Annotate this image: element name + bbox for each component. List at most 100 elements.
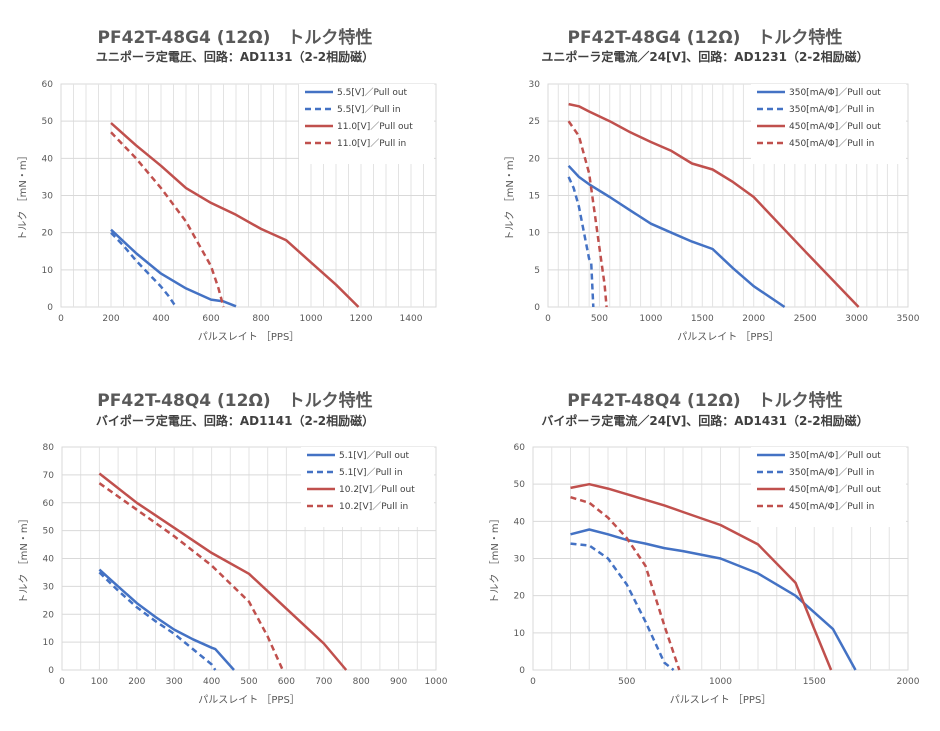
series-line (567, 120, 608, 308)
legend-box (751, 84, 906, 164)
legend-box (301, 447, 434, 527)
x-tick-label: 400 (203, 677, 220, 687)
series-line (568, 102, 860, 308)
legend-label: 10.2[V]／Pull in (339, 501, 408, 512)
x-tick-label: 3500 (897, 314, 920, 324)
x-tick-label: 1500 (803, 677, 826, 687)
chart-title: PF42T-48Q4 (12Ω) トルク特性 (567, 391, 843, 411)
chart-panel-bipolar-voltage: PF42T-48Q4 (12Ω) トルク特性 バイポーラ定電圧、回路：AD114… (0, 366, 470, 731)
y-tick-label: 60 (42, 80, 54, 90)
chart-plot: 0 500 1000 1500 2000 2500 3000 3500 0 5 10 15 20 25 30… (504, 80, 920, 343)
x-tick-label: 300 (166, 677, 183, 687)
legend-label: 11.0[V]／Pull out (337, 121, 413, 132)
y-tick-label: 50 (514, 480, 526, 490)
x-tick-label: 2000 (897, 677, 920, 687)
chart-title: PF42T-48G4 (12Ω) トルク特性 (97, 28, 373, 48)
legend-label: 10.2[V]／Pull out (339, 484, 415, 495)
legend-label: 350[mA/Φ]／Pull in (789, 104, 874, 115)
chart-subtitle: バイポーラ定電流／24[V]、回路：AD1431（2-2相励磁） (541, 414, 869, 428)
x-tick-label: 500 (240, 677, 257, 687)
series-line (570, 542, 675, 671)
y-tick-label: 60 (43, 499, 55, 509)
y-axis-label: トルク ［mN・m］ (18, 513, 30, 603)
y-tick-label: 30 (529, 80, 541, 90)
x-tick-label: 1500 (691, 314, 714, 324)
y-tick-label: 0 (47, 303, 53, 313)
series-line (98, 472, 348, 671)
legend-label: 5.1[V]／Pull in (339, 467, 403, 478)
chart-subtitle: バイポーラ定電圧、回路：AD1141（2-2相励磁） (95, 414, 375, 428)
y-axis-label: トルク ［mN・m］ (489, 513, 501, 603)
x-tick-label: 1000 (709, 677, 732, 687)
chart-plot: 0 100 200 300 400 500 600 700 800 900 1000 0 10 20 30 4… (18, 443, 448, 706)
chart-title: PF42T-48Q4 (12Ω) トルク特性 (97, 391, 373, 411)
y-tick-label: 10 (43, 638, 55, 648)
y-tick-label: 30 (43, 582, 55, 592)
y-tick-label: 20 (514, 592, 526, 602)
chart-subtitle: ユニポーラ定電流／24[V]、回路：AD1231（2-2相励磁） (541, 50, 869, 64)
y-tick-label: 10 (529, 229, 541, 239)
x-tick-label: 500 (591, 314, 608, 324)
y-tick-label: 20 (529, 154, 541, 164)
x-tick-label: 600 (278, 677, 295, 687)
series-line (570, 496, 681, 671)
y-tick-label: 15 (529, 192, 540, 202)
x-tick-label: 700 (315, 677, 332, 687)
series-line (98, 571, 217, 671)
legend-label: 450[mA/Φ]／Pull out (789, 121, 881, 132)
legend-label: 450[mA/Φ]／Pull in (789, 138, 874, 149)
y-tick-label: 30 (514, 555, 526, 565)
series-line (110, 122, 360, 308)
legend-label: 450[mA/Φ]／Pull in (789, 501, 874, 512)
series-line (110, 228, 237, 308)
series-line (567, 164, 786, 309)
y-tick-label: 25 (529, 117, 540, 127)
x-axis-label: パルスレイト ［PPS］ (198, 331, 300, 343)
x-tick-label: 100 (91, 677, 108, 687)
x-tick-label: 0 (530, 677, 536, 687)
x-tick-label: 1000 (300, 314, 323, 324)
x-tick-label: 3000 (845, 314, 868, 324)
y-tick-label: 80 (43, 443, 55, 453)
x-tick-label: 400 (152, 314, 169, 324)
legend-box (751, 447, 906, 527)
chart-plot: 0 200 400 600 800 1000 1200 1400 0 10 20 30 40 50 60 パル… (17, 80, 437, 343)
x-tick-label: 200 (128, 677, 145, 687)
legend-label: 5.5[V]／Pull in (337, 104, 401, 115)
legend-label: 5.1[V]／Pull out (339, 450, 410, 461)
legend-label: 350[mA/Φ]／Pull out (789, 450, 881, 461)
x-tick-label: 2500 (794, 314, 817, 324)
y-tick-label: 50 (42, 117, 54, 127)
series-line (567, 176, 595, 308)
x-tick-label: 2000 (742, 314, 765, 324)
series-line (98, 568, 235, 671)
y-tick-label: 10 (42, 266, 54, 276)
x-tick-label: 800 (353, 677, 370, 687)
y-tick-label: 30 (42, 192, 54, 202)
y-tick-label: 5 (534, 266, 540, 276)
x-tick-label: 1000 (425, 677, 448, 687)
legend-label: 5.5[V]／Pull out (337, 87, 408, 98)
x-axis-label: パルスレイト ［PPS］ (677, 331, 779, 343)
series-line (570, 528, 857, 671)
x-tick-label: 800 (252, 314, 269, 324)
y-tick-label: 0 (534, 303, 540, 313)
chart-panel-unipolar-current: PF42T-48G4 (12Ω) トルク特性 ユニポーラ定電流／24[V]、回路… (470, 0, 940, 365)
x-tick-label: 0 (59, 677, 65, 687)
y-axis-label: トルク ［mN・m］ (17, 150, 29, 240)
chart-title: PF42T-48G4 (12Ω) トルク特性 (567, 28, 843, 48)
y-tick-label: 40 (514, 517, 526, 527)
x-tick-label: 0 (545, 314, 551, 324)
x-tick-label: 1400 (400, 314, 423, 324)
y-tick-label: 70 (43, 471, 55, 481)
legend-label: 350[mA/Φ]／Pull out (789, 87, 881, 98)
series-line (570, 482, 833, 671)
x-tick-label: 1200 (350, 314, 373, 324)
legend-label: 450[mA/Φ]／Pull out (789, 484, 881, 495)
chart-subtitle: ユニポーラ定電圧、回路：AD1131（2-2相励磁） (95, 50, 375, 64)
y-tick-label: 0 (519, 666, 525, 676)
x-axis-label: パルスレイト ［PPS］ (198, 694, 300, 706)
y-tick-label: 40 (43, 555, 55, 565)
x-tick-label: 200 (102, 314, 119, 324)
y-axis-label: トルク ［mN・m］ (504, 150, 516, 240)
